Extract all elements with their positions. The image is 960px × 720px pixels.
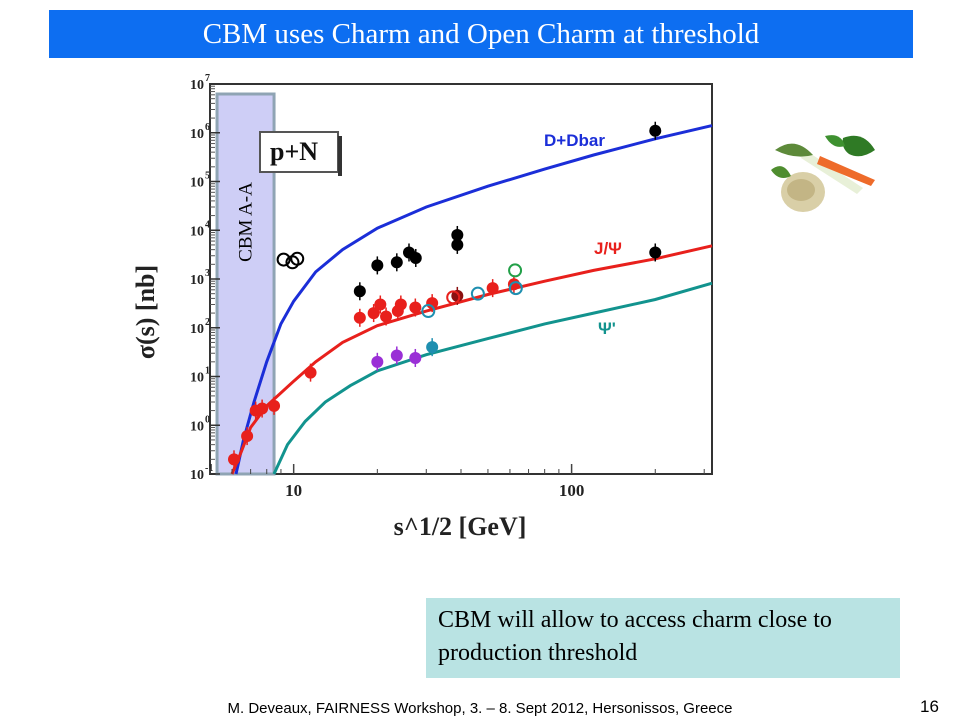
y-tick-exponent: -1 bbox=[205, 463, 213, 474]
fit-curve-0 bbox=[234, 124, 713, 475]
open-marker bbox=[470, 286, 485, 301]
data-point bbox=[409, 351, 422, 364]
series-label-jpsi: J/Ψ bbox=[594, 239, 622, 258]
open-marker bbox=[290, 251, 305, 266]
series-label-d-dbar: D+Dbar bbox=[544, 131, 605, 150]
y-tick-label: 10 bbox=[190, 468, 204, 483]
y-tick-label: 10 bbox=[190, 78, 204, 93]
fit-curve-1 bbox=[230, 244, 713, 475]
data-point bbox=[390, 349, 403, 362]
y-tick-exponent: 4 bbox=[205, 219, 210, 230]
page-number: 16 bbox=[920, 697, 939, 716]
data-point bbox=[426, 341, 439, 354]
data-point bbox=[486, 282, 499, 295]
y-tick-label: 10 bbox=[190, 127, 204, 142]
data-point bbox=[451, 228, 464, 241]
y-tick-exponent: 5 bbox=[205, 171, 210, 182]
y-tick-label: 10 bbox=[190, 419, 204, 434]
y-tick-label: 10 bbox=[190, 176, 204, 191]
note-box: CBM will allow to access charm close to … bbox=[426, 598, 900, 678]
y-tick-exponent: 0 bbox=[205, 414, 210, 425]
open-marker bbox=[508, 263, 523, 278]
data-point bbox=[451, 289, 464, 302]
open-marker bbox=[421, 304, 436, 319]
x-tick-label: 10 bbox=[285, 481, 302, 500]
data-point bbox=[649, 124, 662, 137]
open-marker bbox=[446, 290, 461, 305]
data-point bbox=[367, 307, 380, 320]
data-point bbox=[371, 355, 384, 368]
fit-curves bbox=[230, 124, 713, 475]
x-axis-label: s^1/2 [GeV] bbox=[394, 512, 527, 541]
data-point bbox=[390, 256, 403, 269]
system-label-box: p+N bbox=[259, 131, 342, 176]
data-point bbox=[241, 430, 254, 443]
data-point bbox=[353, 311, 366, 324]
data-point bbox=[353, 285, 366, 298]
data-point bbox=[374, 298, 387, 311]
band-label: CBM A-A bbox=[236, 182, 257, 262]
y-tick-label: 10 bbox=[190, 371, 204, 386]
data-point bbox=[268, 399, 281, 412]
fit-curve-2 bbox=[272, 281, 713, 475]
system-label: p+N bbox=[270, 137, 318, 166]
open-marker bbox=[276, 252, 291, 267]
data-point bbox=[649, 246, 662, 259]
y-tick-exponent: 2 bbox=[205, 317, 210, 328]
series-label-psi-prime: Ψ' bbox=[598, 319, 616, 338]
data-point bbox=[409, 251, 422, 264]
y-tick-exponent: 7 bbox=[205, 73, 210, 84]
y-tick-exponent: 6 bbox=[205, 122, 210, 133]
y-tick-exponent: 3 bbox=[205, 268, 210, 279]
vegetables-image bbox=[771, 135, 875, 212]
svg-text:σ(s) [nb]: σ(s) [nb] bbox=[131, 265, 160, 359]
data-point bbox=[371, 259, 384, 272]
data-point bbox=[451, 238, 464, 251]
open-marker bbox=[508, 281, 523, 296]
data-point bbox=[304, 366, 317, 379]
y-tick-exponent: 1 bbox=[205, 366, 210, 377]
data-points bbox=[228, 121, 662, 469]
y-tick-label: 10 bbox=[190, 322, 204, 337]
data-point bbox=[394, 298, 407, 311]
y-tick-label: 10 bbox=[190, 224, 204, 239]
y-tick-label: 10 bbox=[190, 273, 204, 288]
slide-title: CBM uses Charm and Open Charm at thresho… bbox=[49, 10, 913, 58]
data-point bbox=[228, 453, 241, 466]
data-point bbox=[380, 310, 393, 323]
x-tick-label: 100 bbox=[559, 481, 585, 500]
y-axis-label: σ(s) [nb] bbox=[131, 265, 160, 359]
data-point bbox=[256, 402, 269, 415]
data-point bbox=[409, 301, 422, 314]
footer-text: M. Deveaux, FAIRNESS Workshop, 3. – 8. S… bbox=[227, 700, 733, 717]
